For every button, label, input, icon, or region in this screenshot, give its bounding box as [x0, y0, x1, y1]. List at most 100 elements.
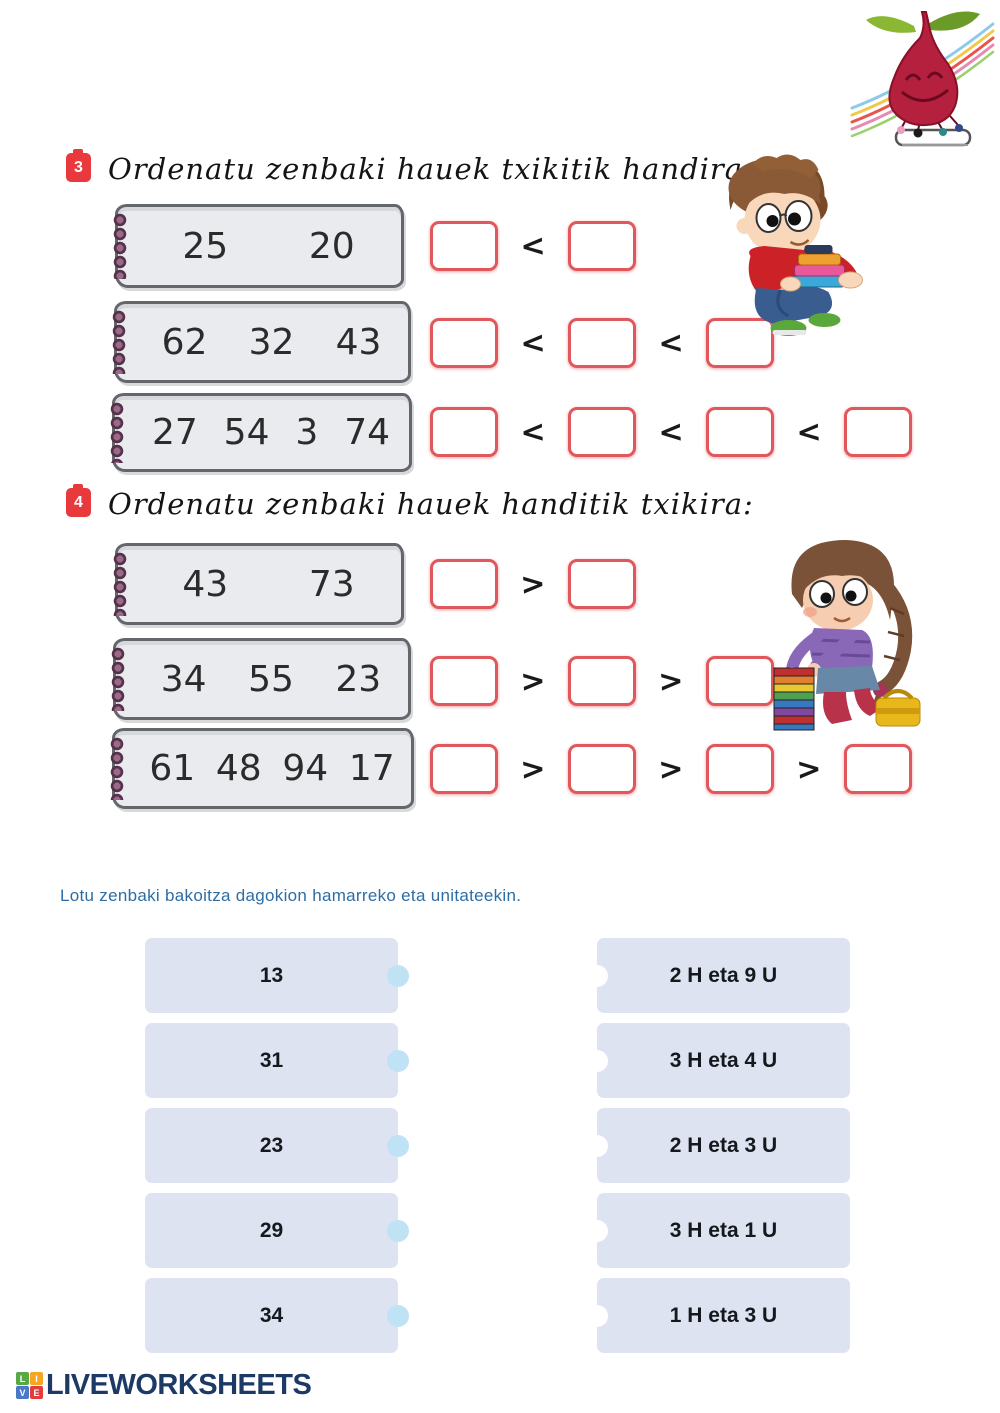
strip-number: 23: [335, 658, 382, 700]
exercise4-heading: 4 Ordenatu zenbaki hauek handitik txikir…: [66, 484, 754, 521]
comparator-sign: <: [657, 413, 685, 451]
match-right-label: 3 H eta 1 U: [669, 1218, 778, 1242]
spiral-binding-icon: [112, 552, 129, 616]
logo-tile: V: [16, 1386, 29, 1399]
match-right-card[interactable]: 2 H eta 9 U: [586, 938, 850, 1013]
answer-row: < <: [430, 318, 774, 368]
connector-notch[interactable]: [586, 1304, 608, 1327]
match-left-label: 34: [259, 1303, 284, 1327]
answer-row: >: [430, 559, 636, 609]
number-strip: 43 73: [112, 543, 404, 625]
answer-box[interactable]: [568, 656, 636, 706]
liveworksheets-logo-icon: L I V E: [16, 1372, 43, 1399]
strip-number: 27: [151, 412, 198, 453]
comparator-sign: <: [519, 413, 547, 451]
strip-number: 62: [161, 321, 208, 363]
answer-box[interactable]: [706, 318, 774, 368]
match-left-card[interactable]: 13: [145, 938, 409, 1013]
strip-number: 73: [308, 563, 355, 605]
answer-box[interactable]: [568, 318, 636, 368]
strip-number: 20: [308, 225, 355, 267]
answer-row: < < <: [430, 407, 912, 457]
number-strip: 61 48 94 17: [109, 728, 414, 809]
connector-notch[interactable]: [586, 964, 608, 987]
number-strip: 62 32 43: [111, 301, 411, 383]
answer-box[interactable]: [430, 407, 498, 457]
answer-box[interactable]: [430, 221, 498, 271]
match-left-label: 13: [259, 963, 284, 987]
strip-number: 43: [182, 563, 229, 605]
exercise4-title: Ordenatu zenbaki hauek handitik txikira:: [108, 487, 754, 521]
match-left-card[interactable]: 31: [145, 1023, 409, 1098]
matching-instruction: Lotu zenbaki bakoitza dagokion hamarreko…: [60, 886, 522, 905]
answer-box[interactable]: [568, 407, 636, 457]
answer-box[interactable]: [844, 744, 912, 794]
answer-box[interactable]: [568, 744, 636, 794]
connector-notch[interactable]: [586, 1049, 608, 1072]
strip-number: 32: [248, 321, 295, 363]
comparator-sign: >: [519, 565, 547, 603]
spiral-binding-icon: [109, 402, 126, 463]
strip-number: 74: [344, 412, 391, 453]
comparator-sign: >: [519, 662, 547, 700]
number-strip: 34 55 23: [110, 638, 411, 720]
exercise4-number-badge: 4: [66, 484, 91, 517]
answer-box[interactable]: [706, 744, 774, 794]
comparator-sign: >: [519, 750, 547, 788]
strip-number: 3: [295, 412, 319, 453]
strip-number: 61: [149, 748, 196, 789]
match-left-card[interactable]: 34: [145, 1278, 409, 1353]
connector-dot[interactable]: [387, 964, 409, 987]
logo-wordmark: LIVEWORKSHEETS: [46, 1369, 312, 1401]
number-strip: 25 20: [112, 204, 404, 288]
answer-box[interactable]: [568, 559, 636, 609]
answer-box[interactable]: [568, 221, 636, 271]
logo-tile: L: [16, 1372, 29, 1385]
connector-dot[interactable]: [387, 1219, 409, 1242]
match-left-label: 23: [259, 1133, 284, 1157]
boy-illustration: [728, 154, 863, 336]
match-right-label: 2 H eta 3 U: [669, 1133, 778, 1157]
girl-illustration: [773, 540, 921, 731]
logo-tile: I: [30, 1372, 43, 1385]
answer-box[interactable]: [430, 318, 498, 368]
connector-notch[interactable]: [586, 1134, 608, 1157]
strip-number: 94: [282, 748, 329, 789]
comparator-sign: <: [795, 413, 823, 451]
answer-box[interactable]: [844, 407, 912, 457]
connector-dot[interactable]: [387, 1134, 409, 1157]
strip-number: 25: [182, 225, 229, 267]
connector-dot[interactable]: [387, 1049, 409, 1072]
match-right-card[interactable]: 3 H eta 1 U: [586, 1193, 850, 1268]
answer-row: > > >: [430, 744, 912, 794]
answer-row: <: [430, 221, 636, 271]
match-right-label: 1 H eta 3 U: [669, 1303, 778, 1327]
connector-dot[interactable]: [387, 1304, 409, 1327]
strip-number: 17: [348, 748, 395, 789]
strip-number: 48: [215, 748, 262, 789]
connector-notch[interactable]: [586, 1219, 608, 1242]
match-left-label: 31: [259, 1048, 284, 1072]
match-right-card[interactable]: 2 H eta 3 U: [586, 1108, 850, 1183]
answer-box[interactable]: [706, 656, 774, 706]
strip-number: 43: [335, 321, 382, 363]
number-strip: 27 54 3 74: [109, 393, 412, 472]
comparator-sign: >: [657, 750, 685, 788]
match-right-card[interactable]: 3 H eta 4 U: [586, 1023, 850, 1098]
match-right-card[interactable]: 1 H eta 3 U: [586, 1278, 850, 1353]
spiral-binding-icon: [109, 737, 126, 800]
answer-box[interactable]: [706, 407, 774, 457]
answer-box[interactable]: [430, 656, 498, 706]
strip-number: 54: [223, 412, 270, 453]
answer-box[interactable]: [430, 559, 498, 609]
answer-box[interactable]: [430, 744, 498, 794]
spiral-binding-icon: [110, 647, 127, 711]
logo-tile: E: [30, 1386, 43, 1399]
comparator-sign: <: [519, 227, 547, 265]
answer-row: > >: [430, 656, 774, 706]
match-left-card[interactable]: 23: [145, 1108, 409, 1183]
comparator-sign: >: [657, 662, 685, 700]
match-left-card[interactable]: 29: [145, 1193, 409, 1268]
comparator-sign: >: [795, 750, 823, 788]
